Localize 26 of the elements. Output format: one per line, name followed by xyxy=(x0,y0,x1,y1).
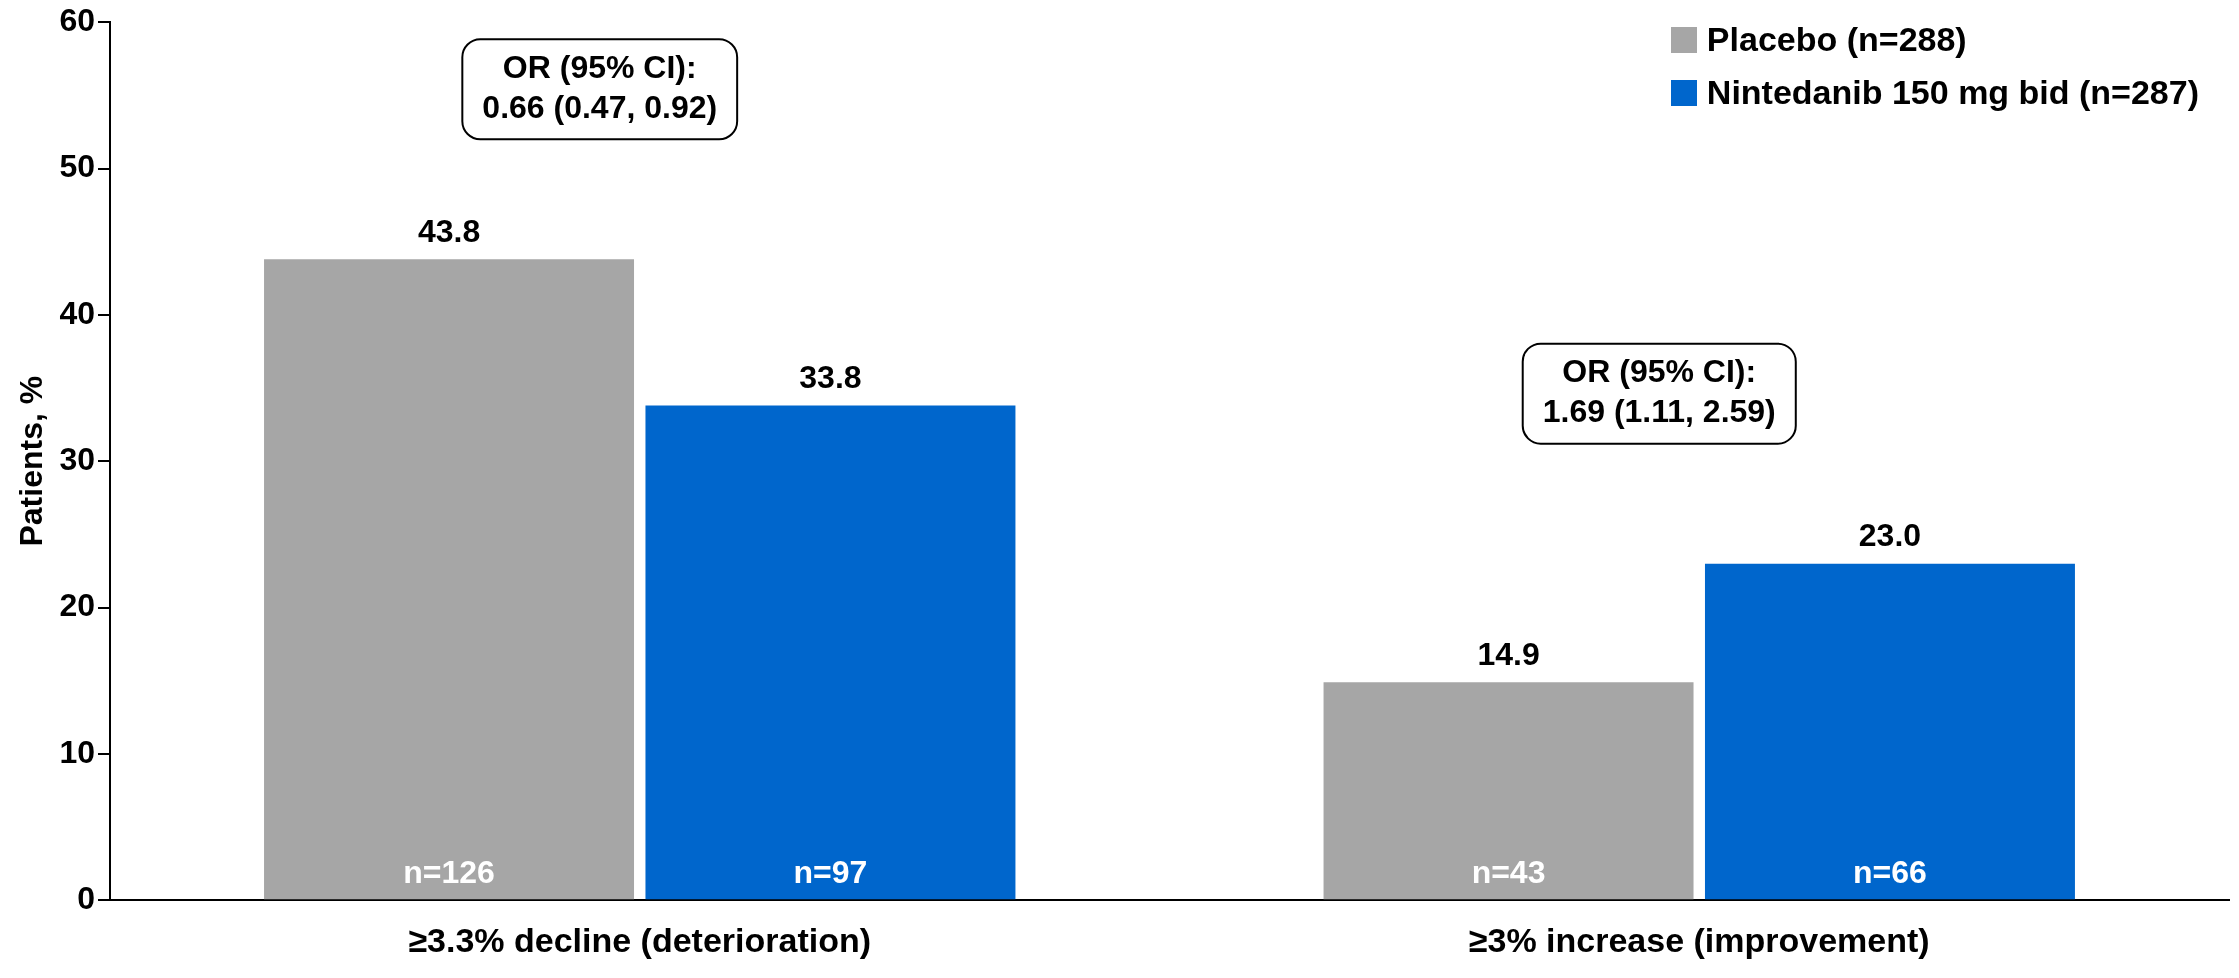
annotation: OR (95% CI): 0.66 (0.47, 0.92) xyxy=(482,49,718,126)
annotation: OR (95% CI): 1.69 (1.11, 2.59) xyxy=(1542,353,1776,430)
data-label: 33.8 xyxy=(799,359,862,396)
bar xyxy=(645,405,1016,900)
y-tick-label: 10 xyxy=(59,733,95,770)
data-label: 14.9 xyxy=(1477,635,1540,672)
legend-label: Nintedanib 150 mg bid (n=287) xyxy=(1706,73,2199,112)
y-tick-label: 0 xyxy=(77,880,95,917)
annotation: n=97 xyxy=(793,854,868,891)
bar xyxy=(264,259,635,900)
y-axis-title: Patients, % xyxy=(13,375,50,547)
bar xyxy=(1323,682,1694,900)
bar xyxy=(1704,563,2075,900)
annotation: n=126 xyxy=(403,854,495,891)
data-label: 23.0 xyxy=(1858,517,1922,554)
y-tick-label: 20 xyxy=(59,587,95,624)
annotation: n=66 xyxy=(1853,854,1927,891)
y-tick-label: 30 xyxy=(59,441,95,478)
y-tick-label: 60 xyxy=(59,2,95,39)
data-label: 43.8 xyxy=(417,213,481,250)
y-tick-label: 50 xyxy=(59,148,95,185)
x-tick-label: ≥3% increase (improvement) xyxy=(1468,920,1930,959)
legend-label: Placebo (n=288) xyxy=(1706,20,1967,59)
annotation: n=43 xyxy=(1471,854,1546,891)
y-tick-label: 40 xyxy=(59,294,95,331)
x-tick-label: ≥3.3% decline (deterioration) xyxy=(408,920,872,959)
